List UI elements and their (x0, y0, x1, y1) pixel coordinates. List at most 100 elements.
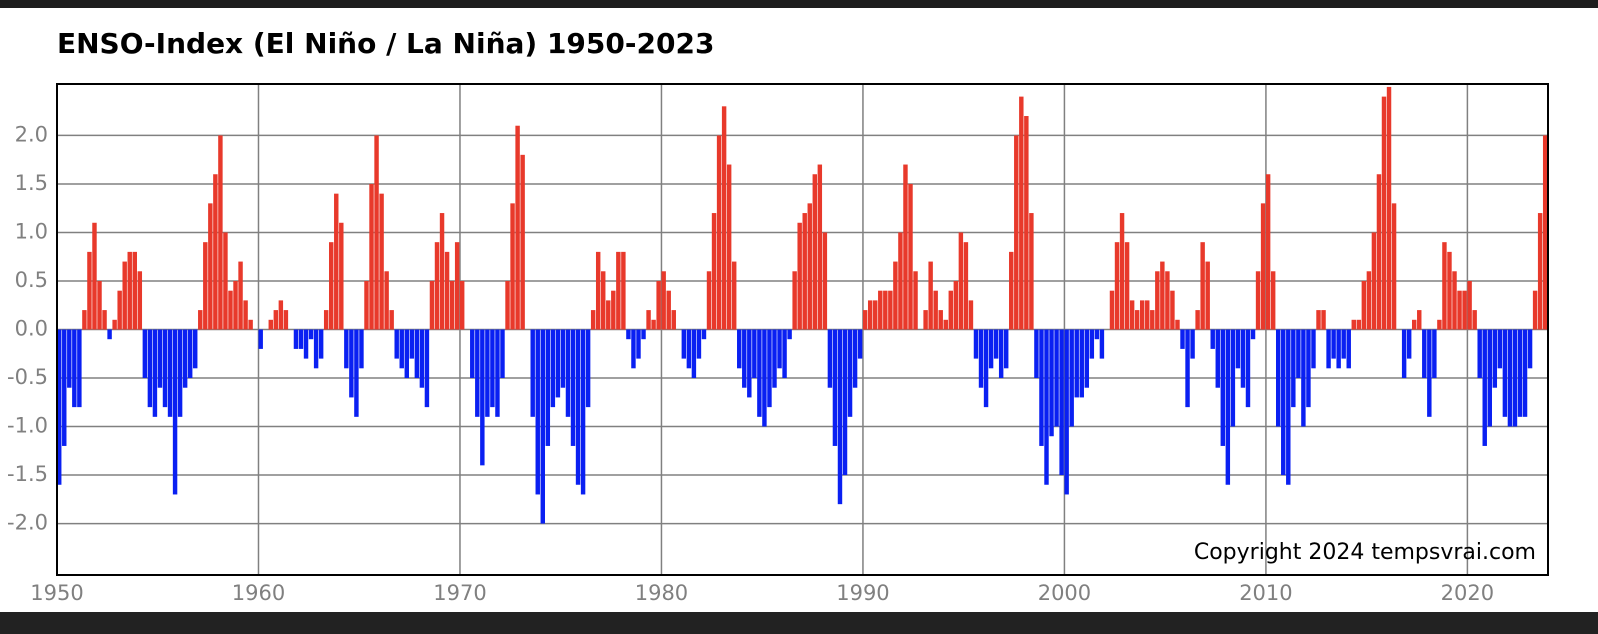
bar (1134, 310, 1140, 330)
bar (1527, 329, 1533, 369)
bar (475, 329, 480, 417)
bar (248, 319, 253, 330)
bar (1326, 329, 1331, 369)
bar (339, 222, 344, 330)
bar (852, 329, 858, 388)
bar (1311, 329, 1316, 369)
bar (883, 290, 888, 330)
bar (223, 232, 228, 330)
bar (570, 329, 576, 446)
bar (580, 329, 586, 495)
bar (1190, 329, 1195, 359)
x-tick-label: 1990 (836, 581, 889, 605)
bar (283, 310, 289, 330)
bar (444, 251, 450, 330)
bar (218, 135, 223, 330)
bar (686, 329, 692, 369)
bar (1366, 271, 1372, 330)
bar (535, 329, 540, 495)
bar (737, 329, 742, 369)
bar (1230, 329, 1236, 427)
bar (318, 329, 324, 359)
bar (510, 203, 515, 330)
bar (656, 280, 661, 330)
bar (243, 300, 248, 330)
bar (1517, 329, 1523, 417)
x-tick-label: 2010 (1239, 581, 1292, 605)
bar (873, 300, 878, 330)
bar (661, 271, 666, 330)
bar (1150, 310, 1155, 330)
bar (1034, 329, 1039, 379)
bar (726, 164, 732, 330)
bar (933, 290, 938, 330)
bar (414, 329, 420, 379)
bars (57, 86, 1548, 524)
y-tick-label: 0.5 (15, 268, 48, 292)
bar (1175, 319, 1180, 330)
y-tick-label: -1.0 (7, 414, 48, 438)
bar (172, 329, 178, 495)
bar (107, 329, 112, 340)
bar (928, 261, 933, 330)
bar (1145, 300, 1150, 330)
bar (1014, 135, 1019, 330)
bar (555, 329, 561, 398)
ticks: 2.0 1.5 1.0 0.5 0.0 -0.5 -1.0 -1.5 -2.0 1950 1960 1… (7, 122, 1494, 605)
bar (1054, 329, 1059, 427)
bar (908, 183, 913, 330)
bar (268, 319, 273, 330)
bar (988, 329, 994, 369)
bar (152, 329, 158, 417)
bar (1170, 290, 1175, 330)
bar (878, 290, 883, 330)
bar (1316, 310, 1321, 330)
bar (293, 329, 299, 349)
bar (404, 329, 410, 379)
bar (1044, 329, 1049, 485)
bar (419, 329, 425, 388)
bar (127, 251, 132, 330)
bar (1079, 329, 1084, 398)
y-tick-label: 1.5 (15, 171, 48, 195)
bar (626, 329, 631, 340)
bar (1532, 290, 1538, 330)
x-tick-label: 2020 (1441, 581, 1494, 605)
bar (369, 183, 374, 330)
bar (334, 193, 339, 330)
bar (1255, 271, 1261, 330)
bar (424, 329, 430, 408)
bar (349, 329, 354, 398)
bar (636, 329, 641, 359)
bar (1210, 329, 1215, 349)
bar (72, 329, 77, 408)
bar (621, 251, 626, 330)
bar (1064, 329, 1069, 495)
bar (187, 329, 193, 379)
bar (691, 329, 697, 379)
bar (797, 222, 802, 330)
bar (1084, 329, 1090, 388)
bar (359, 329, 364, 369)
bar (1286, 329, 1291, 485)
bar (409, 329, 415, 359)
bar (1386, 86, 1392, 330)
bar (731, 261, 737, 330)
bar (1260, 203, 1266, 330)
bar (323, 310, 329, 330)
bar (193, 329, 198, 369)
bar (1155, 271, 1160, 330)
bar (57, 329, 62, 485)
bar (258, 329, 263, 349)
bar (847, 329, 853, 417)
bar (1381, 96, 1387, 330)
bar (329, 242, 334, 330)
bar (439, 213, 445, 330)
bar (77, 329, 82, 408)
bar (459, 280, 465, 330)
x-tick-label: 2000 (1038, 581, 1091, 605)
bottom-strip (0, 612, 1598, 634)
bar (1432, 329, 1437, 379)
bar (228, 290, 233, 330)
bar (782, 329, 787, 379)
